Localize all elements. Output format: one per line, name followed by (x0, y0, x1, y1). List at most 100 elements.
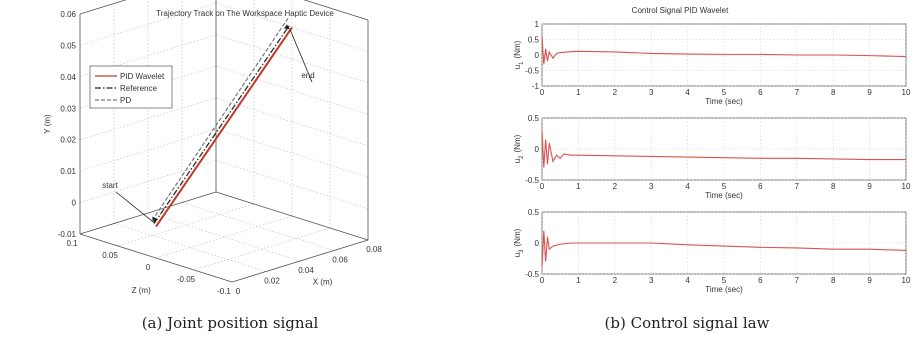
axis-box-edge (215, 191, 369, 241)
annotation-start: start (102, 181, 118, 190)
z-axis-label: Z (m) (132, 286, 151, 295)
floor-grid-line (181, 202, 335, 251)
z-tick-label: -0.05 (177, 275, 196, 284)
x-tick-label: 8 (831, 276, 836, 285)
axis-box-edge (303, 0, 369, 21)
x-tick-label: 0 (540, 182, 545, 191)
x-tick-label: 9 (867, 276, 872, 285)
y-tick-label: 0.5 (528, 208, 540, 217)
signal-line-1 (541, 36, 907, 65)
signal-line-2 (541, 130, 906, 168)
back-wall-grid-line (79, 160, 217, 203)
x-tick-label: 0.08 (366, 245, 382, 254)
floor-grid-line (117, 203, 255, 247)
y-tick-label: 0.01 (60, 167, 76, 176)
y-tick-label: 0.04 (60, 73, 76, 82)
x-tick-label: 3 (649, 182, 654, 191)
x-tick-label: 6 (758, 182, 763, 191)
start-arrow-head (152, 216, 157, 223)
x-tick-label: 4 (685, 276, 690, 285)
x-tick-label: 7 (795, 182, 800, 191)
z-tick-label: 0 (146, 263, 151, 272)
x-tick-label: 0 (236, 287, 241, 296)
y-tick-label: 0.05 (60, 41, 76, 50)
series-line-reference (153, 24, 291, 224)
y-axis-label: u1(Nm) (513, 40, 525, 69)
y-tick-label: 0 (535, 145, 540, 154)
x-tick-label: 5 (722, 182, 727, 191)
x-tick-label: 7 (795, 276, 800, 285)
back-wall-grid-line (79, 34, 217, 78)
x-tick-label: 10 (902, 182, 911, 191)
subplot-1: 0 1 2 3 4 5 6 7 8 9 10 1 0.5 0 -0.5 -1 Time (sec) u1(Nm) (513, 20, 911, 106)
x-tick-label: 0.06 (332, 256, 348, 265)
y-tick-label: 0.5 (528, 114, 540, 123)
z-tick-label: 0.1 (66, 239, 78, 248)
y-axis-label: u3(Nm) (513, 228, 525, 257)
y-tick-label: -0.5 (525, 270, 539, 279)
floor-grid-line (155, 215, 293, 259)
x-tick-label: 6 (758, 276, 763, 285)
z-tick-label: -0.1 (217, 287, 231, 296)
legend-label: Reference (120, 84, 157, 93)
x-tick-label: 2 (613, 182, 618, 191)
x-tick-label: 2 (613, 276, 618, 285)
x-tick-label: 1 (576, 182, 581, 191)
back-wall-grid-line (79, 128, 217, 172)
x-tick-label: 8 (831, 88, 836, 97)
x-tick-label: 9 (867, 88, 872, 97)
panel-control-signal: Control Signal PID Wavelet 0 1 2 3 4 5 6 7 8 9 10 1 0… (460, 0, 914, 342)
legend-label: PD (120, 96, 131, 105)
y-tick-label: 0 (535, 239, 540, 248)
end-arrow (289, 29, 313, 83)
axis-box-edge (79, 233, 233, 283)
panel-joint-position: 0 0.02 0.04 0.06 0.08 0.1 0.05 0 -0.05 -0.1 -0.01 0… (43, 0, 382, 332)
x-tick-label: 4 (685, 182, 690, 191)
chart-title: Control Signal PID Wavelet (632, 6, 729, 15)
x-tick-label: 2 (613, 88, 618, 97)
x-axis-label: Time (sec) (705, 191, 743, 200)
y-tick-label: 0 (535, 51, 540, 60)
legend-box (89, 65, 173, 109)
axis-box-edge (79, 191, 217, 235)
x-tick-label: 3 (649, 88, 654, 97)
x-axis-label: Time (sec) (705, 97, 743, 106)
axis-box-edge (231, 239, 369, 283)
x-tick-label: 9 (867, 182, 872, 191)
x-tick-label: 0 (540, 276, 545, 285)
x-tick-label: 1 (576, 88, 581, 97)
x-tick-label: 5 (722, 276, 727, 285)
y-tick-label: 0.03 (60, 104, 76, 113)
z-tick-label: 0.05 (102, 251, 118, 260)
x-tick-label: 6 (758, 88, 763, 97)
start-arrow (115, 191, 155, 223)
annotation-end: end (301, 71, 314, 80)
trajectory-3d-chart: 0 0.02 0.04 0.06 0.08 0.1 0.05 0 -0.05 -0.1 -0.01 0… (43, 0, 382, 296)
x-tick-label: 1 (576, 276, 581, 285)
x-tick-label: 10 (902, 276, 911, 285)
legend: PID Wavelet Reference PD (89, 65, 173, 109)
x-tick-label: 7 (795, 88, 800, 97)
axes-3d: 0 0.02 0.04 0.06 0.08 0.1 0.05 0 -0.05 -0.1 -0.01 0… (43, 0, 382, 296)
axis-box-edge (79, 0, 127, 15)
caption-a: (a) Joint position signal (141, 314, 319, 332)
series-line-pd (151, 17, 289, 221)
chart-title: Trajectory Track on The Workspace Haptic… (156, 9, 334, 18)
y-tick-label: 1 (535, 20, 540, 29)
y-tick-label: -0.5 (525, 176, 539, 185)
x-tick-label: 0 (540, 88, 545, 97)
floor-grid-line (193, 227, 331, 271)
y-tick-label: -1 (532, 82, 540, 91)
x-tick-label: 8 (831, 182, 836, 191)
caption-b: (b) Control signal law (604, 314, 770, 332)
x-tick-label: 4 (685, 88, 690, 97)
x-tick-label: 3 (649, 276, 654, 285)
y-tick-label: 0 (72, 199, 77, 208)
y-tick-label: 0.5 (528, 36, 540, 45)
end-arrow-head (284, 24, 290, 30)
signal-line-3 (541, 230, 907, 268)
x-tick-label: 0.04 (298, 266, 314, 275)
